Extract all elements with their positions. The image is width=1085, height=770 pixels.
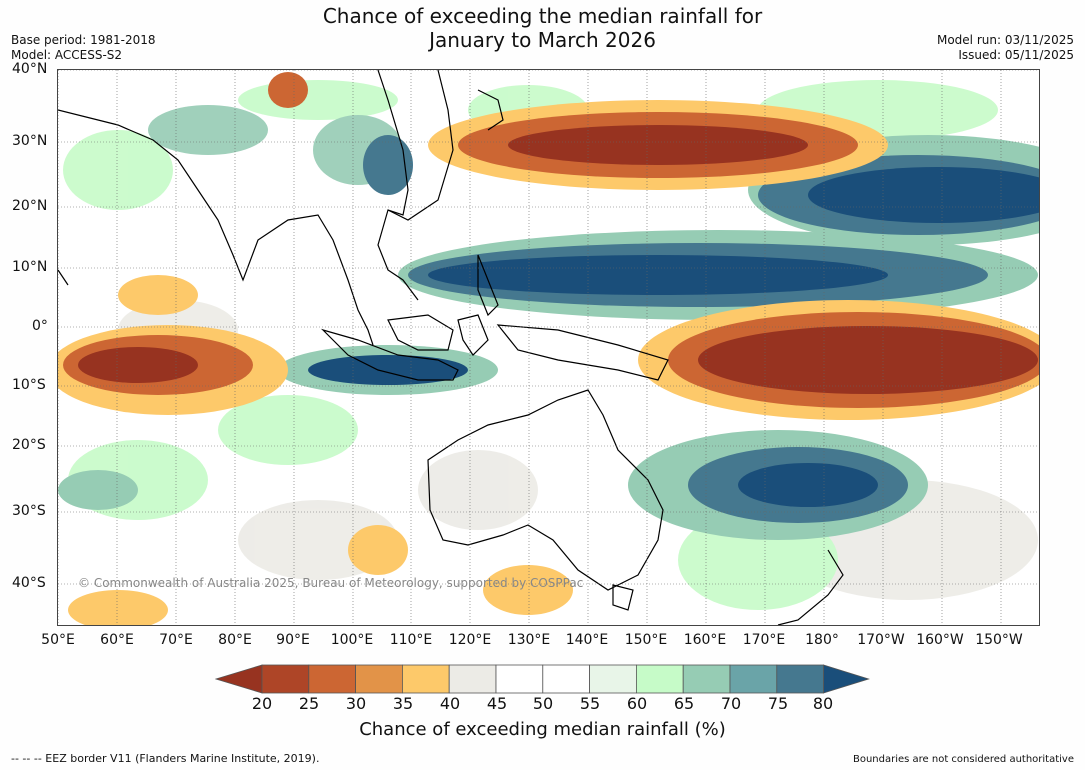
lon-label-140e: 140°E	[565, 632, 609, 648]
colorbar-tick-75: 75	[767, 694, 789, 713]
lon-label-120e: 120°E	[448, 632, 492, 648]
colorbar-tick-35: 35	[392, 694, 414, 713]
meta-left: Base period: 1981-2018 Model: ACCESS-S2	[11, 33, 156, 63]
colorbar-tick-30: 30	[345, 694, 367, 713]
colorbar-cell	[682, 664, 731, 694]
lat-label-equator: 0°	[32, 318, 48, 334]
dry-anomaly-regions	[58, 72, 1039, 625]
colorbar-tick-65: 65	[673, 694, 695, 713]
colorbar-cell	[261, 664, 310, 694]
colorbar-cell	[776, 664, 824, 694]
lat-label-40n: 40°N	[12, 61, 48, 77]
lon-label-70e: 70°E	[159, 632, 193, 648]
colorbar-arrow-low	[215, 664, 263, 694]
colorbar-tick-40: 40	[439, 694, 461, 713]
title-line-1: Chance of exceeding the median rainfall …	[322, 4, 763, 28]
colorbar-arrow-high	[823, 664, 870, 694]
colorbar-cell	[729, 664, 778, 694]
lon-label-110e: 110°E	[389, 632, 433, 648]
lon-label-90e: 90°E	[276, 632, 310, 648]
copyright-text: © Commonwealth of Australia 2025, Bureau…	[78, 576, 583, 590]
lon-label-150e: 150°E	[624, 632, 668, 648]
lat-label-30s: 30°S	[12, 503, 46, 519]
wet-anomaly-regions	[58, 135, 1039, 540]
lon-label-170w: 170°W	[857, 632, 905, 648]
colorbar-cell	[542, 664, 590, 694]
colorbar-cell	[355, 664, 403, 694]
colorbar-title: Chance of exceeding median rainfall (%)	[359, 719, 726, 740]
colorbar-tick-25: 25	[298, 694, 320, 713]
rainfall-map: © Commonwealth of Australia 2025, Bureau…	[57, 69, 1040, 626]
lat-label-20s: 20°S	[12, 437, 46, 453]
lat-label-10n: 10°N	[12, 259, 48, 275]
map-title: Chance of exceeding the median rainfall …	[0, 4, 1085, 52]
title-line-2: January to March 2026	[429, 28, 656, 52]
colorbar-cell	[448, 664, 497, 694]
lon-label-80e: 80°E	[218, 632, 252, 648]
lon-label-170e: 170°E	[742, 632, 786, 648]
boundary-disclaimer: Boundaries are not considered authoritat…	[852, 754, 1074, 765]
model-text: Model: ACCESS-S2	[11, 48, 123, 62]
colorbar-tick-60: 60	[626, 694, 648, 713]
lon-label-160e: 160°E	[683, 632, 727, 648]
colorbar-tick-55: 55	[579, 694, 601, 713]
lat-label-40s: 40°S	[12, 575, 46, 591]
lon-label-50e: 50°E	[41, 632, 75, 648]
colorbar-tick-50: 50	[532, 694, 554, 713]
colorbar-cell	[308, 664, 357, 694]
colorbar-cell	[635, 664, 684, 694]
colorbar	[215, 664, 870, 694]
colorbar-cell	[589, 664, 637, 694]
lat-label-20n: 20°N	[12, 198, 48, 214]
issued-text: Issued: 05/11/2025	[958, 48, 1074, 62]
colorbar-cell	[495, 664, 544, 694]
lon-label-130e: 130°E	[507, 632, 551, 648]
graticule	[58, 70, 1039, 625]
colorbar-tick-20: 20	[251, 694, 273, 713]
lon-label-100e: 100°E	[330, 632, 374, 648]
eez-note: -- -- -- EEZ border V11 (Flanders Marine…	[11, 752, 320, 765]
colorbar-tick-80: 80	[812, 694, 834, 713]
base-period-text: Base period: 1981-2018	[11, 33, 156, 47]
meta-right: Model run: 03/11/2025 Issued: 05/11/2025	[937, 33, 1074, 63]
lat-label-30n: 30°N	[12, 133, 48, 149]
lon-label-160w: 160°W	[916, 632, 964, 648]
colorbar-tick-45: 45	[486, 694, 508, 713]
colorbar-cell	[401, 664, 450, 694]
lat-label-10s: 10°S	[12, 377, 46, 393]
model-run-text: Model run: 03/11/2025	[936, 33, 1074, 47]
lon-label-150w: 150°W	[975, 632, 1023, 648]
colorbar-tick-70: 70	[720, 694, 742, 713]
lon-label-60e: 60°E	[100, 632, 134, 648]
lon-label-180: 180°	[805, 632, 839, 648]
